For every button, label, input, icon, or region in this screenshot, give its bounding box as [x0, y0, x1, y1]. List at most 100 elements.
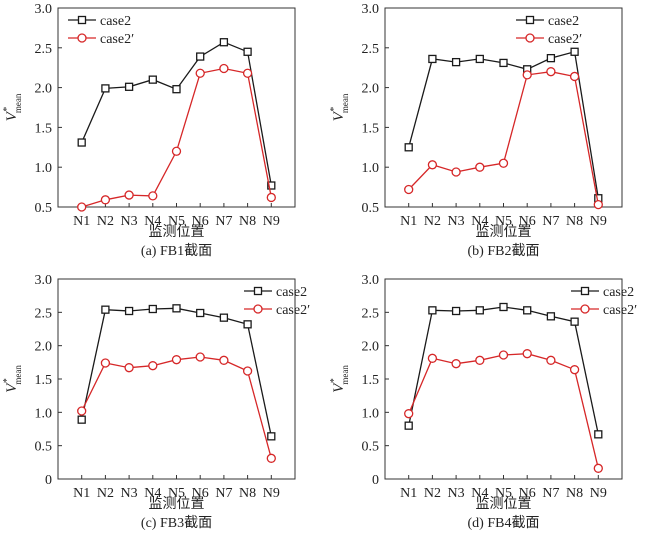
y-axis-label: V*mean — [329, 93, 350, 121]
series-case2 — [404, 47, 603, 203]
data-point — [451, 306, 461, 316]
y-tick-label: 0.5 — [35, 201, 53, 216]
panel-caption: (d) FB4截面 — [468, 515, 540, 531]
y-tick-label: 1.0 — [362, 161, 380, 176]
series-line — [81, 356, 272, 459]
x-tick-label: N7 — [542, 486, 559, 501]
data-point — [172, 304, 181, 313]
y-tick-label: 2.0 — [35, 82, 53, 97]
data-point — [172, 85, 181, 94]
x-tick-label: N2 — [97, 486, 114, 501]
x-tick-label: N6 — [519, 486, 536, 501]
data-point — [148, 304, 157, 314]
y-tick-label: 3.0 — [35, 273, 53, 288]
data-point — [569, 365, 580, 375]
x-tick-label: N4 — [471, 214, 488, 229]
data-point — [124, 82, 134, 91]
series-line — [81, 41, 272, 186]
x-tick-label: N4 — [471, 486, 488, 501]
y-tick-label: 1.5 — [35, 121, 53, 136]
y-tick-label: 2.5 — [35, 306, 53, 321]
y-tick-label: 1.5 — [362, 121, 380, 136]
chart-panel-1: 0.5 1.0 1.5 2.0 2.5 3.0 N1 N2 N3 N4 N5 N6 N7 N8 N9 V*me… — [2, 2, 296, 259]
x-tick-label: N6 — [192, 214, 209, 229]
panel-caption: (c) FB3截面 — [141, 515, 212, 531]
data-point — [570, 47, 579, 56]
data-point — [427, 160, 438, 170]
data-point — [404, 421, 413, 430]
x-tick-label: N7 — [215, 214, 232, 229]
legend-label: case2′ — [276, 303, 310, 318]
series-line — [408, 71, 599, 205]
y-tick-label: 2.5 — [362, 42, 380, 57]
data-point — [242, 366, 253, 376]
legend-label: case2 — [548, 14, 579, 29]
data-point — [523, 306, 532, 315]
legend-swatch-marker — [253, 286, 263, 296]
data-point — [171, 355, 182, 365]
y-tick-label: 1.5 — [362, 373, 380, 388]
chart-panel-3: 0 0.5 1.0 1.5 2.0 2.5 3.0 N1 N2 N3 N4 N5 N6 N7 N8 N9 V*m… — [2, 273, 310, 531]
data-point — [77, 415, 86, 424]
x-tick-label: N6 — [519, 214, 536, 229]
legend-label: case2′ — [603, 303, 637, 318]
x-axis-label: 监测位置 — [476, 496, 532, 512]
y-tick-label: 1.0 — [362, 406, 380, 421]
data-point — [243, 320, 252, 329]
data-point — [219, 38, 229, 47]
legend-swatch-marker — [580, 304, 590, 314]
y-tick-label: 0.5 — [35, 440, 53, 455]
y-tick-label: 0 — [45, 473, 52, 488]
data-point — [475, 54, 484, 64]
data-point — [428, 306, 437, 315]
x-tick-label: N5 — [168, 214, 185, 229]
y-axis-label: V*mean — [2, 93, 23, 121]
panel-caption: (a) FB1截面 — [141, 243, 212, 259]
x-axis-label: 监测位置 — [149, 496, 205, 512]
x-axis-label: 监测位置 — [476, 224, 532, 240]
x-tick-label: N1 — [400, 486, 417, 501]
series-case2-prime — [404, 349, 603, 473]
data-point — [219, 313, 229, 322]
data-point — [195, 68, 205, 78]
data-point — [101, 305, 110, 314]
legend-swatch-marker — [525, 33, 535, 43]
series-case2-prime — [77, 63, 276, 212]
y-axis-label: V*mean — [2, 365, 23, 393]
x-tick-label: N8 — [566, 214, 583, 229]
y-tick-label: 1.0 — [35, 161, 53, 176]
data-point — [451, 167, 461, 177]
data-point — [428, 54, 437, 64]
data-point — [451, 359, 461, 369]
x-tick-label: N6 — [192, 486, 209, 501]
data-point — [570, 317, 579, 326]
y-tick-label: 0.5 — [362, 201, 380, 216]
x-tick-label: N9 — [590, 214, 607, 229]
y-tick-label: 2.0 — [35, 340, 53, 355]
data-point — [148, 361, 158, 371]
data-point — [195, 352, 205, 362]
data-point — [171, 146, 182, 156]
data-point — [546, 355, 556, 365]
series-case2 — [77, 38, 276, 190]
data-point — [475, 355, 485, 365]
y-tick-label: 3.0 — [362, 273, 380, 288]
data-point — [404, 143, 413, 152]
legend-label: case2′ — [100, 32, 134, 47]
x-tick-label: N9 — [590, 486, 607, 501]
data-point — [569, 71, 580, 82]
data-point — [475, 306, 484, 315]
legend-label: case2′ — [548, 32, 582, 47]
y-tick-label: 3.0 — [362, 2, 380, 17]
y-tick-label: 2.5 — [362, 306, 380, 321]
data-point — [266, 192, 276, 203]
legend-swatch-marker — [525, 15, 535, 25]
panel-caption: (b) FB2截面 — [468, 243, 540, 259]
y-tick-label: 1.5 — [35, 373, 53, 388]
legend-swatch-marker — [253, 304, 263, 314]
data-point — [594, 430, 603, 439]
legend-swatch-marker — [580, 286, 590, 296]
x-tick-label: N1 — [73, 214, 90, 229]
data-point — [404, 409, 414, 419]
